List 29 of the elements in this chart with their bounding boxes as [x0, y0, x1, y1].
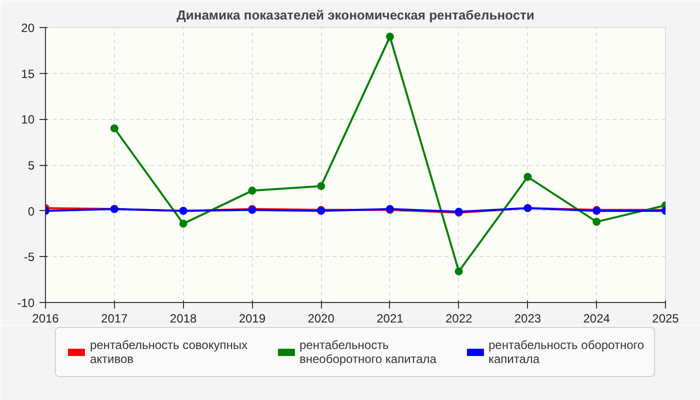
x-tick-label: 2019 [238, 312, 266, 326]
y-tick-label: 15 [21, 66, 35, 81]
x-tick-label: 2022 [445, 312, 473, 326]
x-tick-label: 2016 [32, 312, 60, 326]
point [248, 186, 256, 195]
point [110, 124, 118, 132]
x-tick-label: 2024 [583, 312, 610, 326]
point [386, 32, 394, 41]
y-tick-label: 10 [21, 112, 35, 127]
x-tick-label: 2025 [652, 312, 680, 326]
legend-label: рентабельность внеоборотного капитала [299, 338, 436, 366]
point [317, 182, 326, 190]
point [592, 218, 601, 226]
point [454, 267, 463, 276]
y-tick-label: 0 [28, 204, 35, 218]
point [524, 172, 532, 181]
x-tick-label: 2018 [170, 312, 197, 326]
legend-label: рентабельность оборотного капитала [488, 338, 644, 366]
y-tick-label: -5 [24, 250, 35, 264]
legend-label: рентабельность совокупных активов [90, 338, 248, 366]
x-tick-label: 2017 [101, 312, 128, 326]
y-tick-label: 5 [28, 158, 35, 172]
x-tick-label: 2023 [514, 312, 542, 326]
x-tick-label: 2021 [376, 312, 404, 326]
y-tick-label: 20 [21, 21, 35, 35]
y-tick-label: -10 [17, 296, 35, 310]
chart-title: Динамика показателей экономическая рентабельности [176, 8, 534, 22]
x-tick-label: 2020 [308, 312, 335, 326]
point [179, 220, 188, 228]
